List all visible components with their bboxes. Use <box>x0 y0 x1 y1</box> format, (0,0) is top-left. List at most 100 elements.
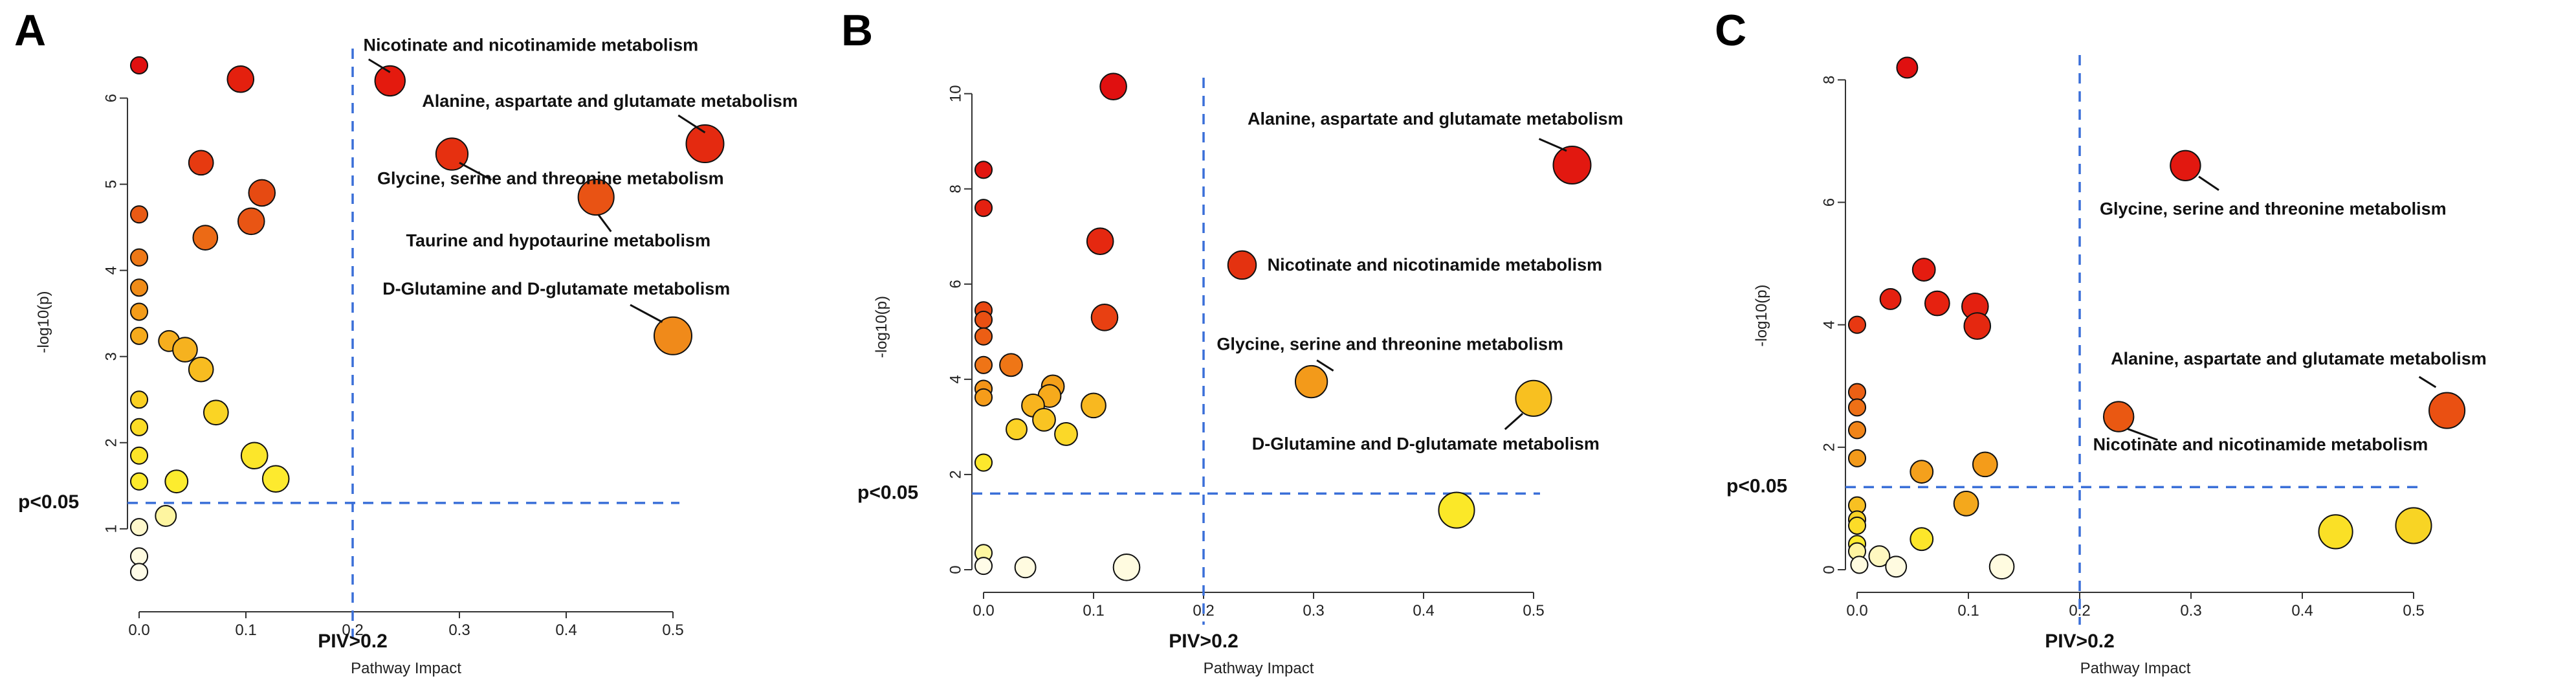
data-point[interactable] <box>226 65 255 93</box>
data-point[interactable] <box>685 124 725 164</box>
data-point[interactable] <box>1924 290 1950 317</box>
annotation-leader-line <box>2127 428 2158 441</box>
data-point[interactable] <box>192 225 219 251</box>
data-point[interactable] <box>1896 56 1919 79</box>
data-point[interactable] <box>129 278 149 297</box>
data-point[interactable] <box>129 547 149 566</box>
annotation-leader-line <box>677 114 706 134</box>
data-point[interactable] <box>1086 227 1114 255</box>
data-point[interactable] <box>577 179 615 216</box>
y-tick-label: 2 <box>1820 443 1838 451</box>
data-point[interactable] <box>1294 364 1328 399</box>
data-point[interactable] <box>1227 250 1257 280</box>
data-point[interactable] <box>1847 398 1867 417</box>
pathway-annotation: Glycine, serine and threonine metabolism <box>377 169 724 188</box>
data-point[interactable] <box>164 469 189 494</box>
data-point[interactable] <box>129 390 149 409</box>
pathway-annotation: Glycine, serine and threonine metabolism <box>1216 334 1563 353</box>
data-point[interactable] <box>129 248 149 267</box>
data-point[interactable] <box>1032 407 1056 432</box>
data-point[interactable] <box>1879 288 1902 310</box>
data-point[interactable] <box>1081 392 1106 419</box>
data-point[interactable] <box>240 442 269 470</box>
data-point[interactable] <box>155 504 177 527</box>
x-tick-label: 0.0 <box>128 621 149 639</box>
data-point[interactable] <box>654 316 692 355</box>
data-point[interactable] <box>1099 73 1127 100</box>
data-point[interactable] <box>974 388 993 407</box>
data-point[interactable] <box>129 302 149 321</box>
annotation-leader-line <box>1504 412 1523 431</box>
data-point[interactable] <box>129 446 149 465</box>
data-point[interactable] <box>1910 527 1934 552</box>
data-point[interactable] <box>188 150 214 176</box>
data-point[interactable] <box>1850 555 1869 574</box>
x-tick-label: 0.5 <box>2403 602 2424 620</box>
data-point[interactable] <box>1847 449 1867 467</box>
x-tick-label: 0.3 <box>1303 602 1324 620</box>
pathway-annotation: D-Glutamine and D-glutamate metabolism <box>382 279 730 298</box>
data-point[interactable] <box>999 353 1023 377</box>
impact-threshold-label: PIV>0.2 <box>2045 631 2115 652</box>
data-point[interactable] <box>1972 451 1998 478</box>
annotation-leader-line <box>1538 138 1567 152</box>
data-point[interactable] <box>129 326 149 345</box>
data-point[interactable] <box>2395 507 2432 544</box>
x-tick-label: 0.1 <box>1083 602 1104 620</box>
data-point[interactable] <box>1963 312 1992 340</box>
data-point[interactable] <box>188 356 214 383</box>
data-point[interactable] <box>2170 150 2201 181</box>
data-point[interactable] <box>374 65 406 97</box>
data-point[interactable] <box>1112 554 1141 581</box>
pathway-annotation: Glycine, serine and threonine metabolism <box>2100 199 2447 218</box>
data-point[interactable] <box>1438 491 1475 529</box>
data-point[interactable] <box>974 327 993 346</box>
p-threshold-label: p<0.05 <box>18 491 79 513</box>
data-point[interactable] <box>237 207 265 236</box>
data-point[interactable] <box>1868 545 1891 568</box>
data-point[interactable] <box>129 518 149 537</box>
data-point[interactable] <box>1847 516 1867 535</box>
data-point[interactable] <box>1953 491 1979 517</box>
x-tick-label: 0.3 <box>448 621 470 639</box>
data-point[interactable] <box>1054 422 1078 446</box>
y-tick-label: 4 <box>1820 320 1838 329</box>
data-point[interactable] <box>261 465 290 493</box>
data-point[interactable] <box>974 453 993 472</box>
data-point[interactable] <box>974 199 993 218</box>
annotation-leader-line <box>597 214 612 232</box>
data-point[interactable] <box>1885 555 1908 578</box>
y-tick-label: 3 <box>102 352 120 361</box>
data-point[interactable] <box>974 310 993 330</box>
data-point[interactable] <box>974 355 993 374</box>
data-point[interactable] <box>2428 392 2466 429</box>
data-point[interactable] <box>974 161 993 179</box>
data-point[interactable] <box>1911 258 1936 282</box>
data-point[interactable] <box>1847 421 1867 440</box>
data-point[interactable] <box>203 399 229 426</box>
data-point[interactable] <box>129 205 149 224</box>
y-tick-label: 2 <box>102 438 120 447</box>
data-point[interactable] <box>1552 146 1592 185</box>
data-point[interactable] <box>1515 379 1552 417</box>
data-point[interactable] <box>172 337 198 363</box>
data-point[interactable] <box>1090 303 1119 331</box>
y-tick-label: 0 <box>1820 565 1838 574</box>
data-point[interactable] <box>1006 418 1028 441</box>
data-point[interactable] <box>1847 383 1867 401</box>
data-point[interactable] <box>129 56 149 75</box>
data-point[interactable] <box>129 418 149 436</box>
data-point[interactable] <box>1988 554 2015 580</box>
data-point[interactable] <box>974 557 993 576</box>
data-point[interactable] <box>129 472 149 491</box>
data-point[interactable] <box>1847 315 1867 334</box>
data-point[interactable] <box>2103 401 2135 432</box>
data-point[interactable] <box>129 563 149 581</box>
data-point[interactable] <box>2318 514 2353 550</box>
data-point[interactable] <box>1910 460 1934 484</box>
pathway-annotation: Alanine, aspartate and glutamate metabol… <box>1248 109 1624 129</box>
data-point[interactable] <box>1014 556 1037 579</box>
data-point[interactable] <box>248 179 276 207</box>
x-tick-label: 0.5 <box>662 621 683 639</box>
x-tick-label: 0.3 <box>2180 602 2201 620</box>
